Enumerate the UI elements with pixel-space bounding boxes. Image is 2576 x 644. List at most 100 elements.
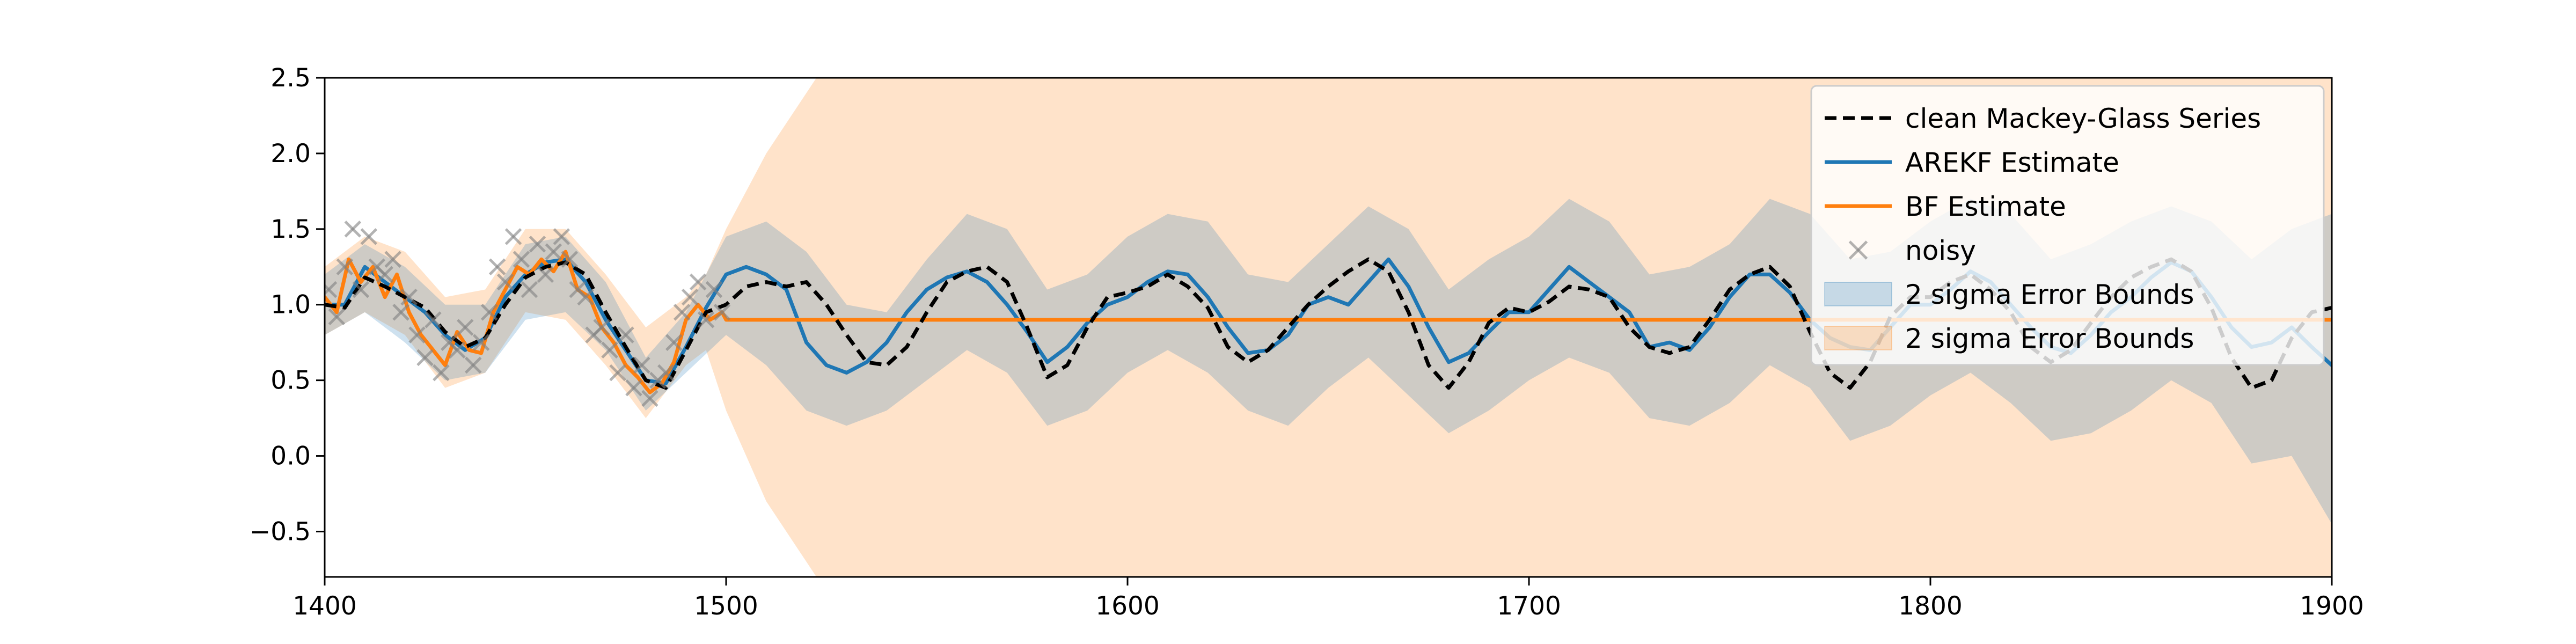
noisy-point [472, 334, 490, 351]
noisy-point-stroke [360, 228, 378, 245]
noisy-markers [325, 221, 731, 407]
noisy-point [609, 364, 626, 382]
noisy-point-stroke [368, 258, 386, 276]
plot-frame [324, 77, 2333, 578]
noisy-point [433, 364, 450, 382]
noisy-point [496, 273, 514, 291]
legend: clean Mackey-Glass Series AREKF Estimate B… [1810, 85, 2325, 366]
noisy-point [416, 349, 434, 367]
y-tick-label: 1.0 [270, 290, 311, 320]
noisy-point-stroke [553, 228, 570, 245]
legend-entry: AREKF Estimate [1825, 147, 2119, 178]
noisy-point [601, 341, 618, 359]
noisy-point-stroke [472, 334, 490, 351]
noisy-point-stroke [641, 390, 658, 407]
noisy-point [665, 334, 683, 351]
x-tick-label: 1800 [1898, 591, 1963, 621]
noisy-point-stroke [561, 251, 579, 268]
noisy-point [384, 251, 401, 268]
legend-entry: noisy [1848, 235, 1976, 266]
x-tick-label: 1600 [1095, 591, 1160, 621]
noisy-point-stroke [529, 236, 546, 253]
noisy-point [376, 266, 393, 283]
noisy-point [480, 304, 498, 321]
noisy-point [641, 390, 658, 407]
noisy-point-stroke [328, 308, 346, 326]
noisy-point-stroke [537, 266, 554, 283]
x-tick-label: 1500 [694, 591, 758, 621]
legend-label: AREKF Estimate [1905, 147, 2119, 178]
noisy-point-stroke [480, 304, 498, 321]
noisy-point-stroke [545, 243, 562, 260]
legend-swatch-noisy [1848, 240, 1868, 260]
noisy-point [713, 304, 731, 321]
noisy-point [689, 273, 707, 291]
legend-label: 2 sigma Error Bounds [1905, 323, 2194, 354]
noisy-point-stroke [376, 266, 393, 283]
legend-box [1810, 85, 2325, 366]
noisy-point [593, 319, 610, 336]
noisy-point [344, 221, 362, 238]
noisy-point-stroke [344, 221, 362, 238]
noisy-point-stroke [425, 311, 442, 328]
noisy-point-stroke [325, 281, 338, 296]
y-tick-label: 1.5 [270, 215, 311, 244]
noisy-point [457, 319, 474, 336]
noisy-point-stroke [408, 326, 426, 343]
legend-label: noisy [1905, 235, 1976, 266]
noisy-point-stroke [504, 228, 522, 245]
legend-label: clean Mackey-Glass Series [1905, 103, 2261, 134]
noisy-point-stroke [617, 326, 634, 343]
legend-swatch-bf-band [1824, 326, 1892, 350]
noisy-point [392, 304, 409, 321]
clean-series-line [325, 257, 2332, 390]
noisy-point [504, 228, 522, 245]
noisy-point-stroke [496, 273, 514, 291]
noisy-point-stroke [441, 334, 458, 351]
noisy-point-stroke [513, 251, 530, 268]
noisy-point [513, 251, 530, 268]
noisy-point [553, 228, 570, 245]
noisy-point [325, 281, 338, 298]
noisy-point-stroke [384, 251, 401, 268]
noisy-point-stroke [569, 281, 587, 298]
x-tick-label: 1400 [292, 591, 357, 621]
noisy-point-stroke [665, 334, 683, 351]
noisy-point-stroke [689, 273, 707, 291]
noisy-point-stroke [713, 304, 731, 321]
noisy-point-stroke [577, 288, 594, 306]
noisy-point-stroke [601, 341, 618, 359]
noisy-point [449, 341, 466, 359]
legend-label: BF Estimate [1905, 191, 2066, 222]
noisy-point-stroke [433, 364, 450, 382]
noisy-point-stroke [673, 304, 691, 321]
noisy-point-stroke [657, 364, 675, 382]
noisy-point [488, 258, 506, 276]
legend-label: 2 sigma Error Bounds [1905, 279, 2194, 310]
noisy-point [673, 304, 691, 321]
axes: 1400 1500 1600 1700 1800 1900 2.5 2.0 1.5 1.0 0.5 0… [250, 63, 2364, 621]
noisy-point [352, 281, 370, 298]
noisy-point-stroke [609, 364, 626, 382]
noisy-point [408, 326, 426, 343]
noisy-point-stroke [593, 319, 610, 336]
noisy-point [400, 288, 418, 306]
noisy-point [537, 266, 554, 283]
legend-entry: BF Estimate [1825, 191, 2066, 222]
noisy-point-stroke [449, 341, 466, 359]
noisy-point [625, 379, 642, 397]
noisy-point [336, 258, 354, 276]
y-tick-label: 0.0 [270, 442, 311, 471]
noisy-point-stroke [705, 281, 723, 298]
x-tick-label: 1900 [2300, 591, 2364, 621]
noisy-point-stroke [457, 319, 474, 336]
noisy-point [577, 288, 594, 306]
noisy-point [328, 308, 346, 326]
noisy-point-stroke [521, 281, 538, 298]
noisy-point-stroke [625, 379, 642, 397]
noisy-point-stroke [464, 356, 482, 374]
noisy-point [360, 228, 378, 245]
y-tick-label: 0.5 [270, 366, 311, 396]
noisy-point [633, 356, 650, 374]
